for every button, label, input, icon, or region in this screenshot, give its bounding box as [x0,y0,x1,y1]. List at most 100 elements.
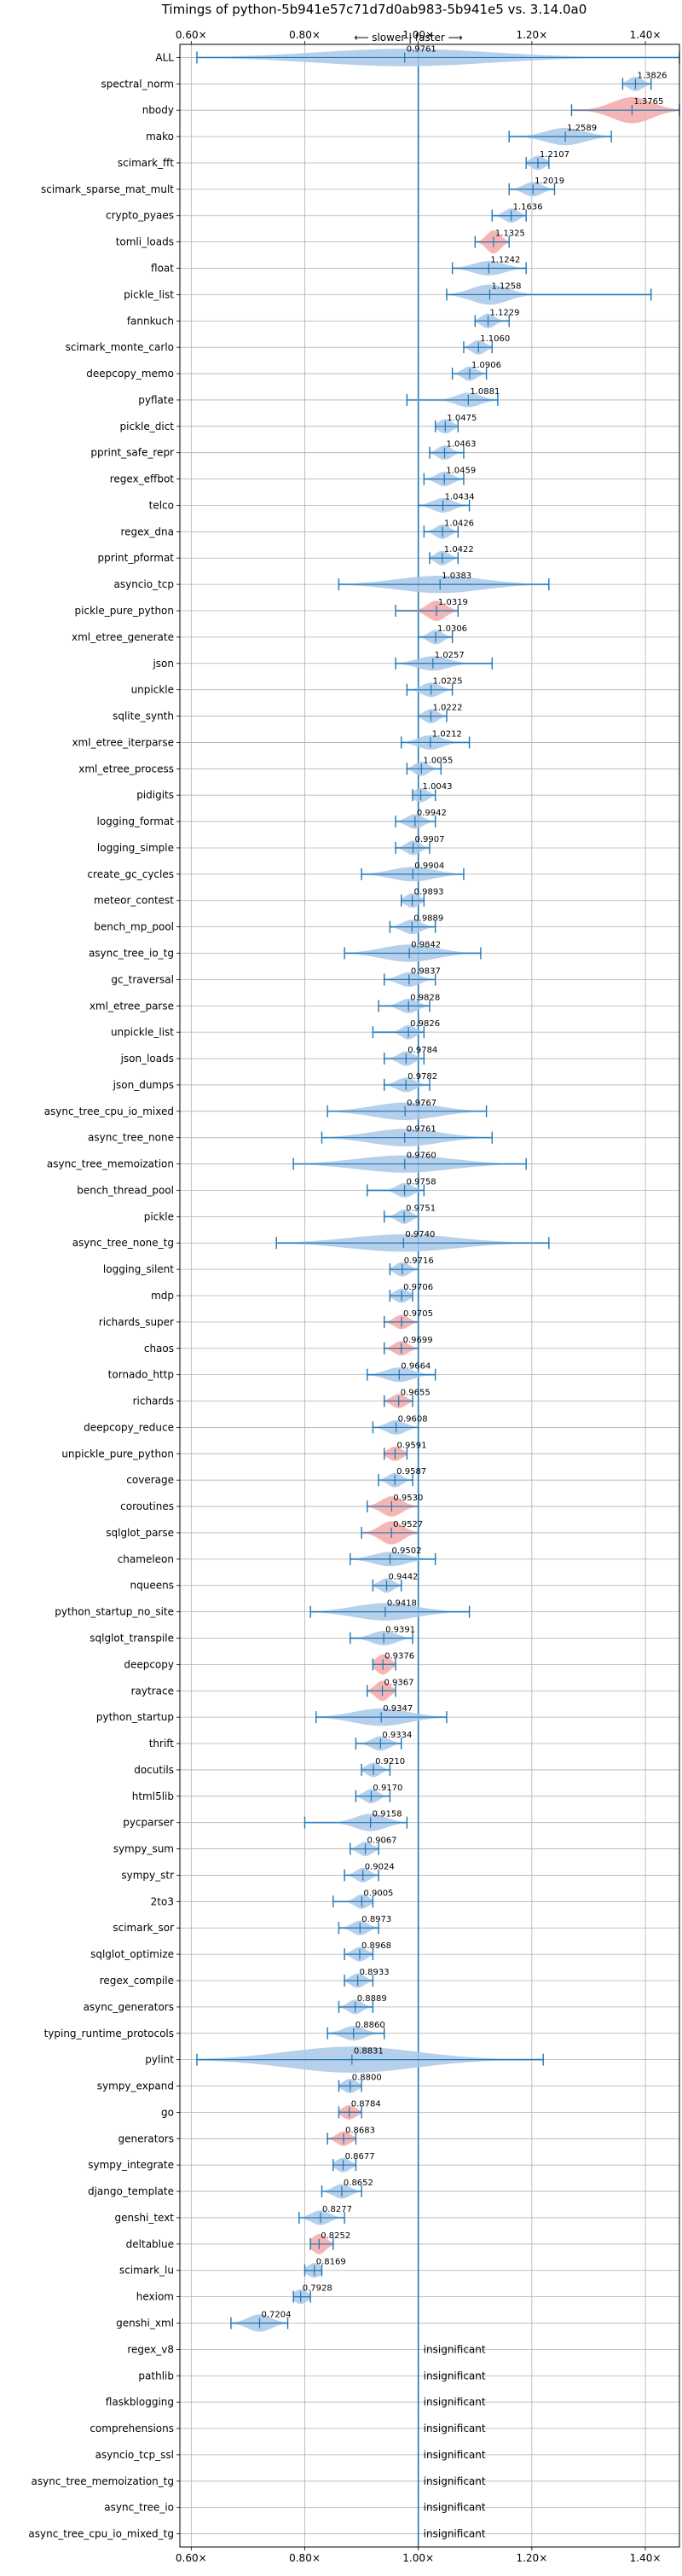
category-label: regex_v8 [127,2343,174,2355]
category-label: tornado_http [108,1369,174,1381]
value-label: 1.0257 [435,651,465,660]
x-tick-labels-top: 0.60× 0.80× 1.00× 1.20× 1.40× [176,29,662,41]
value-label: 1.0055 [423,756,453,765]
category-label: deltablue [126,2238,174,2250]
value-label: 0.9442 [389,1573,419,1582]
value-label: 1.0043 [423,782,453,792]
category-label: thrift [149,1738,175,1749]
category-label: hexiom [136,2291,174,2303]
category-label: regex_compile [100,1975,174,1987]
category-label: meteor_contest [94,895,174,907]
category-label: sympy_str [121,1869,174,1881]
category-label: spectral_norm [101,78,174,90]
category-label: xml_etree_generate [72,631,174,643]
x-tick-label: 0.60× [176,2552,207,2564]
value-label: 0.9005 [363,1888,393,1898]
value-label: 1.0383 [442,571,471,581]
value-label: 1.1325 [495,229,525,239]
category-label: async_tree_cpu_io_mixed_tg [28,2528,174,2540]
value-label: 1.2019 [535,177,564,186]
value-label: 1.0463 [447,440,477,450]
value-label: 0.8252 [321,2231,350,2241]
value-label: 0.9502 [392,1546,422,1556]
category-label: mako [146,131,174,142]
value-label: 0.8784 [351,2099,381,2109]
value-label: 1.0422 [444,545,474,554]
insignificant-label: insignificant [424,2502,486,2514]
category-label: sympy_sum [113,1843,174,1855]
value-label: 0.8831 [354,2047,384,2057]
category-label: json [152,658,174,670]
value-label: 1.0306 [437,624,467,634]
value-label: 1.1258 [491,281,521,291]
value-label: 0.9418 [387,1599,417,1609]
category-label: coverage [126,1474,174,1486]
value-label: 1.1229 [490,308,520,317]
category-label: logging_format [96,815,174,827]
category-label: telco [149,499,174,511]
category-label: html5lib [132,1790,174,1802]
value-label: 0.8277 [322,2205,352,2214]
category-label: genshi_xml [116,2317,174,2329]
x-tick-label: 1.20× [516,2552,547,2564]
category-label: xml_etree_parse [90,1000,174,1012]
value-label: 0.9784 [407,1046,437,1055]
insignificant-label: insignificant [424,2343,486,2355]
value-label: 0.9530 [393,1494,423,1503]
category-label: python_startup [96,1711,174,1723]
category-label: async_tree_none [88,1132,174,1144]
category-label: scimark_sor [113,1922,174,1934]
value-label: 0.8683 [345,2126,375,2135]
value-label: 0.8169 [316,2258,346,2267]
chart-subtitle: ⟵ slower | faster ⟶ [354,32,463,44]
category-label: deepcopy [124,1658,174,1670]
value-label: 0.8652 [344,2179,373,2188]
x-tick-label: 0.80× [289,2552,321,2564]
category-label: comprehensions [90,2422,174,2434]
category-label: genshi_text [115,2212,175,2224]
category-label: python_startup_no_site [55,1606,174,1618]
value-label: 0.9706 [403,1283,433,1292]
category-label: scimark_lu [119,2265,174,2277]
value-label: 0.9376 [384,1651,414,1661]
category-label: regex_dna [120,525,174,537]
category-label: raytrace [131,1685,174,1697]
category-label: typing_runtime_protocols [44,2028,174,2039]
value-label: 1.0225 [433,677,463,687]
category-label: async_tree_io_tg [89,948,174,960]
value-label: 0.8968 [361,1941,391,1951]
value-label: 1.0434 [445,492,475,502]
value-label: 0.9699 [403,1336,433,1345]
value-label: 1.0426 [444,519,474,528]
category-label: sympy_integrate [88,2159,174,2171]
value-label: 0.9591 [396,1441,426,1450]
value-label: 0.8677 [345,2152,375,2161]
value-label: 1.0459 [446,467,476,476]
grid-layer [176,41,679,2550]
value-label: 0.9067 [367,1836,397,1846]
x-tick-label: 1.00× [402,2552,434,2564]
category-label: xml_etree_iterparse [72,736,174,748]
category-label: docutils [134,1764,174,1776]
category-label: asyncio_tcp [113,578,174,590]
category-label: unpickle_list [111,1026,174,1038]
value-label: 0.7204 [261,2310,291,2319]
category-label: async_tree_io [104,2502,174,2514]
category-label: generators [118,2132,174,2144]
category-label: json_dumps [113,1079,174,1091]
category-label: gc_traversal [111,973,174,985]
category-label: 2to3 [151,1895,174,1907]
value-label: 0.9907 [414,835,444,844]
insignificant-label: insignificant [424,2422,486,2434]
category-label: crypto_pyaes [106,210,174,222]
insignificant-label: insignificant [424,2528,486,2540]
value-label: 1.2107 [540,150,569,160]
category-label: bench_thread_pool [77,1184,174,1196]
category-label: sqlglot_optimize [90,1948,174,1960]
value-label: 0.9527 [393,1520,423,1529]
category-label: nqueens [130,1580,174,1592]
category-label: pickle_pure_python [75,605,174,617]
value-label: 1.2589 [567,124,597,133]
